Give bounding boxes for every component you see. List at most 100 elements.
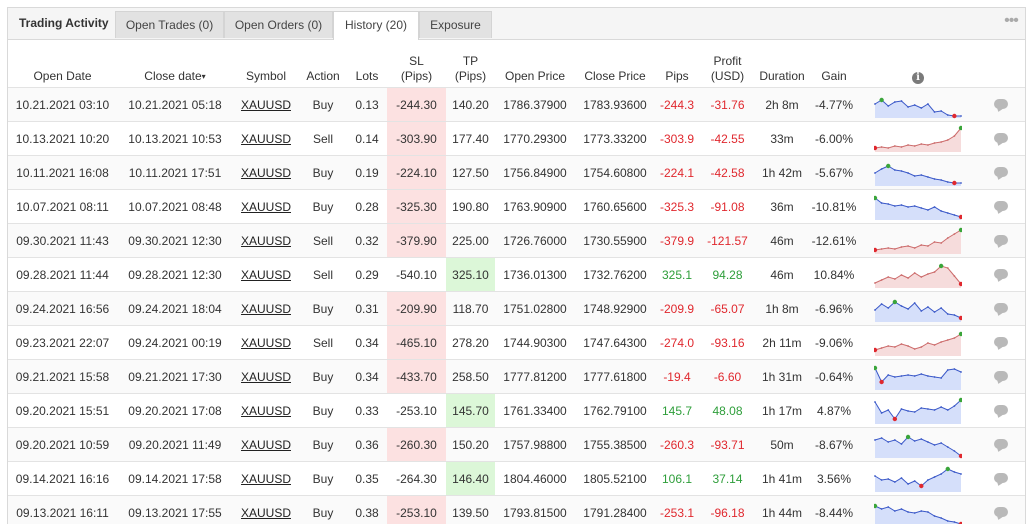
symbol-link[interactable]: XAUUSD — [241, 132, 291, 146]
sparkline-point — [953, 471, 955, 473]
comment-icon[interactable] — [994, 201, 1008, 211]
cell-open-price: 1770.29300 — [495, 122, 575, 156]
col-open-date[interactable]: Open Date — [8, 40, 117, 88]
col-pips[interactable]: Pips — [655, 40, 699, 88]
cell-gain: -10.81% — [808, 190, 860, 224]
symbol-link[interactable]: XAUUSD — [241, 336, 291, 350]
cell-sl: -433.70 — [387, 360, 446, 394]
cell-sparkline — [860, 122, 976, 156]
sparkline-point — [953, 233, 955, 235]
sparkline-point — [953, 337, 955, 339]
symbol-link[interactable]: XAUUSD — [241, 438, 291, 452]
col-symbol[interactable]: Symbol — [233, 40, 299, 88]
sparkline-point — [953, 368, 955, 370]
symbol-link[interactable]: XAUUSD — [241, 200, 291, 214]
col-action[interactable]: Action — [299, 40, 347, 88]
comment-icon[interactable] — [994, 405, 1008, 415]
cell-open: 09.13.2021 16:11 — [8, 496, 117, 524]
sparkline-point — [920, 310, 922, 312]
col-close-price[interactable]: Close Price — [575, 40, 655, 88]
cell-symbol: XAUUSD — [233, 224, 299, 258]
symbol-link[interactable]: XAUUSD — [241, 370, 291, 384]
comment-icon[interactable] — [994, 167, 1008, 177]
cell-sparkline — [860, 394, 976, 428]
sparkline-point — [947, 339, 949, 341]
col-lots[interactable]: Lots — [347, 40, 387, 88]
comment-icon[interactable] — [994, 473, 1008, 483]
symbol-link[interactable]: XAUUSD — [241, 268, 291, 282]
comment-icon[interactable] — [994, 235, 1008, 245]
comment-icon[interactable] — [994, 303, 1008, 313]
sparkline-point — [953, 135, 955, 137]
cell-sparkline — [860, 156, 976, 190]
symbol-link[interactable]: XAUUSD — [241, 98, 291, 112]
col-profit[interactable]: Profit(USD) — [699, 40, 756, 88]
cell-duration: 1h 42m — [756, 156, 808, 190]
cell-profit: 37.14 — [699, 462, 756, 496]
col-sl[interactable]: SL(Pips) — [387, 40, 446, 88]
comment-icon[interactable] — [994, 439, 1008, 449]
col-open-price[interactable]: Open Price — [495, 40, 575, 88]
sparkline-point — [940, 110, 942, 112]
comment-icon[interactable] — [994, 269, 1008, 279]
tab-history[interactable]: History (20) — [333, 11, 419, 40]
sparkline-point — [914, 348, 916, 350]
cell-gain: 3.56% — [808, 462, 860, 496]
sparkline-point — [887, 105, 889, 107]
col-tp[interactable]: TP(Pips) — [446, 40, 495, 88]
comment-icon[interactable] — [994, 371, 1008, 381]
sparkline-point — [934, 178, 936, 180]
trade-sparkline — [874, 261, 962, 289]
col-close-date[interactable]: Close date▾ — [117, 40, 233, 88]
col-gain[interactable]: Gain — [808, 40, 860, 88]
symbol-link[interactable]: XAUUSD — [241, 472, 291, 486]
tab-open-trades[interactable]: Open Trades (0) — [115, 11, 224, 38]
cell-sl: -253.10 — [387, 496, 446, 524]
symbol-link[interactable]: XAUUSD — [241, 302, 291, 316]
comment-icon[interactable] — [994, 337, 1008, 347]
symbol-link[interactable]: XAUUSD — [241, 404, 291, 418]
cell-profit: 48.08 — [699, 394, 756, 428]
sparkline-area — [875, 368, 961, 390]
comment-icon[interactable] — [994, 133, 1008, 143]
sparkline-point — [887, 441, 889, 443]
cell-action: Buy — [299, 496, 347, 524]
cell-gain: 10.84% — [808, 258, 860, 292]
tab-open-orders[interactable]: Open Orders (0) — [224, 11, 333, 38]
info-icon[interactable]: i — [912, 72, 924, 84]
cell-close-price: 1777.61800 — [575, 360, 655, 394]
sparkline-point — [881, 347, 883, 349]
sparkline-point — [940, 473, 942, 475]
cell-tp: 146.40 — [446, 462, 495, 496]
comment-icon[interactable] — [994, 507, 1008, 517]
more-dots-icon[interactable]: ••• — [1001, 13, 1021, 29]
cell-comment — [976, 122, 1025, 156]
col-duration[interactable]: Duration — [756, 40, 808, 88]
sparkline-point — [901, 146, 903, 148]
cell-sl: -224.10 — [387, 156, 446, 190]
cell-comment — [976, 462, 1025, 496]
cell-lots: 0.33 — [347, 394, 387, 428]
comment-icon[interactable] — [994, 99, 1008, 109]
symbol-link[interactable]: XAUUSD — [241, 506, 291, 520]
sparkline-point — [881, 202, 883, 204]
symbol-link[interactable]: XAUUSD — [241, 234, 291, 248]
cell-close: 10.13.2021 10:53 — [117, 122, 233, 156]
tab-exposure[interactable]: Exposure — [419, 11, 492, 38]
sparkline-point — [953, 314, 955, 316]
sparkline-point — [934, 515, 936, 517]
symbol-link[interactable]: XAUUSD — [241, 166, 291, 180]
